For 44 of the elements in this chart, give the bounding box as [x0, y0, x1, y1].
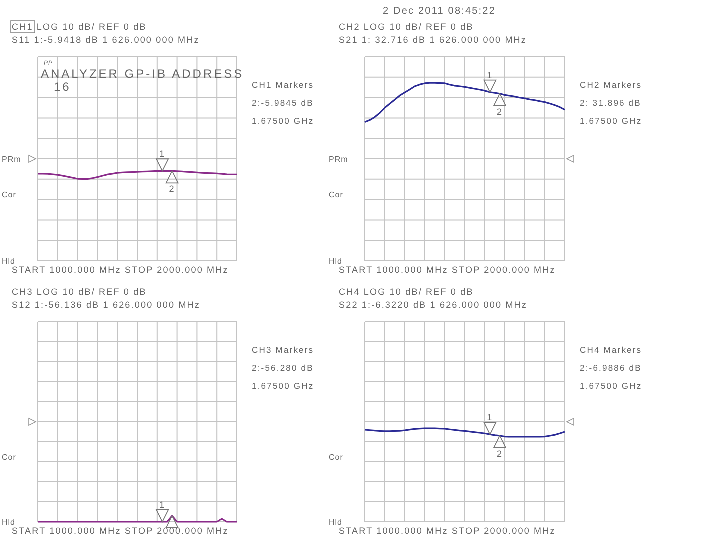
- chart-title: CH3 LOG 10 dB/ REF 0 dB: [12, 287, 147, 297]
- annotation: 2: [496, 106, 504, 117]
- annotation: 2: [169, 184, 176, 194]
- x-axis-title: START 1000.000 MHz STOP 2000.000 MHz: [12, 265, 229, 275]
- text: Cor: [329, 453, 344, 462]
- chart-title: CH2 LOG 10 dB/ REF 0 dB: [339, 22, 474, 32]
- text: Hld: [2, 518, 16, 527]
- x-axis-title: START 1000.000 MHz STOP 2000.000 MHz: [339, 526, 556, 536]
- text: 2 Dec 2011 08:45:22: [383, 6, 496, 17]
- text: 1: [160, 149, 166, 160]
- text: 1: [487, 412, 494, 423]
- text: CH4 Markers: [580, 345, 642, 355]
- text: 1: [487, 70, 494, 80]
- chart-title: CH4 LOG 10 dB/ REF 0 dB: [339, 287, 474, 297]
- chart-subtitle: S22 1:-6.3220 dB 1 626.000 000 MHz: [339, 300, 528, 310]
- text: Hld: [329, 257, 343, 266]
- chart-subtitle: S11 1:-5.9418 dB 1 626.000 000 MHz: [12, 35, 200, 45]
- text: 1.67500 GHz: [580, 116, 642, 126]
- chart-subtitle: S12 1:-56.136 dB 1 626.000 000 MHz: [12, 300, 201, 310]
- text: Cor: [2, 190, 16, 200]
- text: 2:-5.9845 dB: [252, 98, 314, 108]
- chart-subtitle: S21 1: 32.716 dB 1 626.000 000 MHz: [339, 35, 528, 45]
- text: CH1 Markers: [252, 80, 314, 90]
- text: 2: 31.896 dB: [580, 98, 642, 108]
- text: 16: [54, 80, 72, 94]
- text: 2:-6.9886 dB: [580, 363, 642, 373]
- text: Hld: [329, 518, 343, 527]
- chart-title: CH1 LOG 10 dB/ REF 0 dB: [12, 22, 147, 32]
- text: ANALYZER GP-IB ADDRESS: [41, 67, 244, 81]
- text: 1.67500 GHz: [252, 381, 314, 391]
- text: 2:-56.280 dB: [252, 363, 314, 373]
- text: 1.67500 GHz: [580, 381, 642, 391]
- text: Cor: [2, 453, 16, 462]
- text: 1: [160, 500, 166, 510]
- text: CH3 Markers: [252, 345, 314, 355]
- text: Cor: [329, 190, 344, 200]
- text: PRm: [2, 155, 22, 164]
- text: Hld: [2, 257, 16, 266]
- text: CH2 Markers: [580, 80, 642, 90]
- x-axis-title: START 1000.000 MHz STOP 2000.000 MHz: [339, 265, 556, 275]
- annotation: 2: [496, 448, 504, 459]
- text: 1.67500 GHz: [252, 116, 314, 126]
- text: PRm: [329, 155, 348, 164]
- x-axis-title: START 1000.000 MHz STOP 2000.000 MHz: [12, 526, 229, 536]
